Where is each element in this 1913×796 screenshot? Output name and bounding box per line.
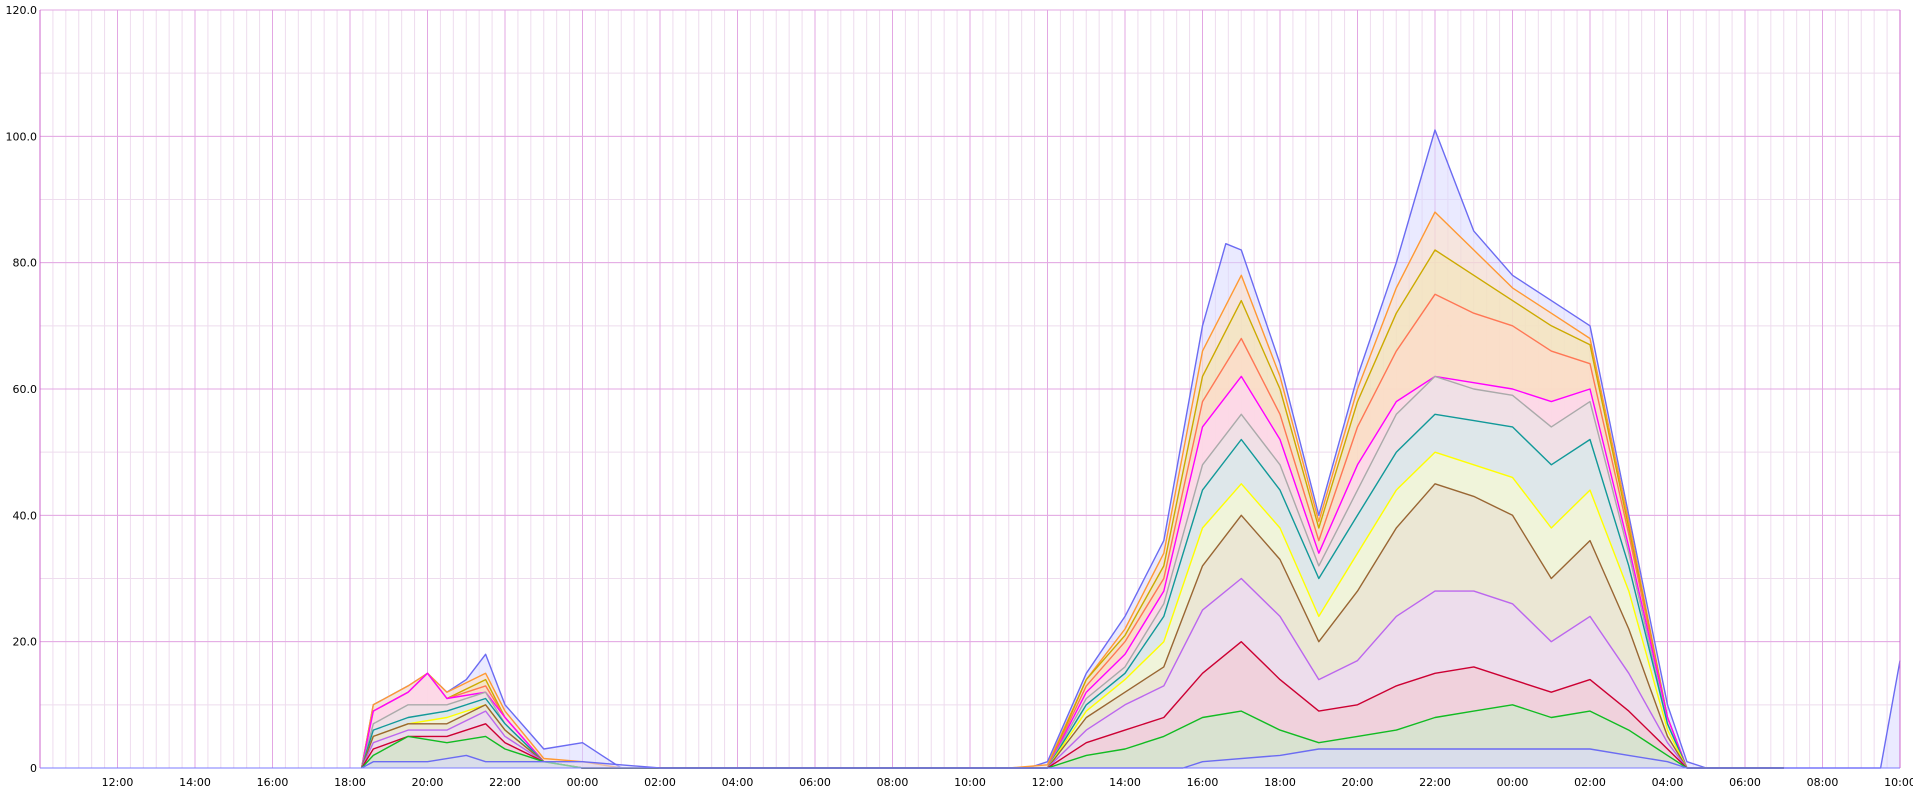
x-tick-label: 18:00 <box>334 776 366 789</box>
series-line-10 <box>360 249 1784 769</box>
x-tick-label: 12:00 <box>102 776 134 789</box>
series-line-8 <box>360 375 1784 769</box>
y-tick-label: 120.0 <box>6 4 38 17</box>
series-area-0 <box>361 749 1784 768</box>
y-tick-label: 60.0 <box>13 383 38 396</box>
series-line-1 <box>361 704 1784 769</box>
x-tick-label: 16:00 <box>1187 776 1219 789</box>
series-line-6 <box>360 413 1784 769</box>
x-tick-label: 16:00 <box>257 776 289 789</box>
series-line-9 <box>360 293 1784 769</box>
series-group <box>360 129 1901 769</box>
axes: 0 20.0 40.0 60.0 80.0 100.0 120.0 12:00 14:00 16:… <box>6 4 1913 789</box>
x-tick-label: 06:00 <box>799 776 831 789</box>
x-tick-label: 02:00 <box>1574 776 1606 789</box>
y-tick-label: 100.0 <box>6 130 38 143</box>
y-tick-label: 0 <box>30 762 37 775</box>
x-tick-label: 00:00 <box>567 776 599 789</box>
x-tick-label: 22:00 <box>489 776 521 789</box>
series-0 <box>361 748 1784 769</box>
series-line-7 <box>360 375 1784 769</box>
series-line-2 <box>361 641 1784 769</box>
x-tick-label: 04:00 <box>722 776 754 789</box>
x-tick-label: 04:00 <box>1652 776 1684 789</box>
x-tick-label: 18:00 <box>1264 776 1296 789</box>
x-tick-label: 20:00 <box>1342 776 1374 789</box>
x-tick-label: 10:00 <box>1884 776 1913 789</box>
x-tick-label: 08:00 <box>1807 776 1839 789</box>
y-tick-label: 40.0 <box>13 509 38 522</box>
y-tick-label: 20.0 <box>13 636 38 649</box>
series-line-0 <box>361 748 1784 769</box>
series-line-12 <box>360 129 1901 769</box>
x-tick-label: 08:00 <box>877 776 909 789</box>
x-tick-label: 14:00 <box>179 776 211 789</box>
series-line-4 <box>360 483 1784 769</box>
x-tick-label: 20:00 <box>412 776 444 789</box>
x-tick-label: 14:00 <box>1109 776 1141 789</box>
x-tick-label: 00:00 <box>1497 776 1529 789</box>
x-tick-label: 06:00 <box>1729 776 1761 789</box>
x-tick-label: 10:00 <box>954 776 986 789</box>
x-tick-label: 12:00 <box>1032 776 1064 789</box>
x-tick-label: 02:00 <box>644 776 676 789</box>
series-line-3 <box>360 577 1784 769</box>
series-line-11 <box>360 211 1784 769</box>
x-tick-label: 22:00 <box>1419 776 1451 789</box>
y-tick-label: 80.0 <box>13 257 38 270</box>
